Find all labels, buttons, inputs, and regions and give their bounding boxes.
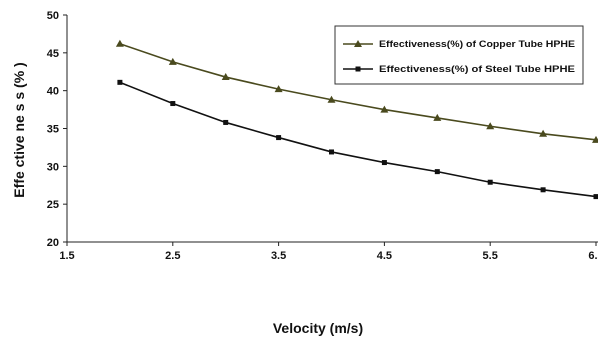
y-axis-ticks: 20 25 30 35 40 45 50 [47,10,67,249]
data-point [170,101,176,107]
y-tick-label: 45 [47,48,59,60]
x-tick-label: 6.5 [588,250,598,262]
data-point [168,57,177,65]
data-point [380,105,389,113]
y-tick-label: 40 [47,86,59,98]
x-tick-label: 1.5 [59,250,74,262]
data-point [274,85,283,93]
x-tick-label: 2.5 [165,250,180,262]
legend-box [334,25,584,85]
data-point [276,135,282,141]
data-point [115,39,124,47]
y-tick-label: 30 [47,161,59,173]
data-point [327,95,336,103]
legend-label: Effectiveness(%) of Copper Tube HPHE [379,39,575,49]
legend-item: Effectiveness(%) of Steel Tube HPHE [343,64,575,74]
y-axis-title: Effe ctive ne s s (% ) [11,62,27,197]
series-line [119,42,597,141]
legend-label: Effectiveness(%) of Steel Tube HPHE [379,64,575,74]
data-point [381,160,387,166]
series-line [119,81,597,198]
data-point [433,113,442,121]
data-point [486,122,495,130]
series-layer [115,39,598,200]
data-point [329,149,334,155]
data-point [540,187,546,193]
data-point [221,73,230,81]
y-tick-label: 50 [47,10,59,22]
legend-items: Effectiveness(%) of Copper Tube HPHE Effe… [343,39,575,74]
data-point [539,129,548,137]
y-tick-label: 25 [47,199,59,211]
legend-swatch-marker [355,66,361,72]
legend-swatch-marker [354,40,362,47]
x-axis-ticks: 1.5 2.5 3.5 4.5 5.5 6.5 [59,242,598,262]
y-tick-label: 35 [47,124,59,136]
x-tick-label: 3.5 [271,250,286,262]
y-tick-label: 20 [47,237,59,249]
series-1 [115,39,598,143]
legend: Effectiveness(%) of Copper Tube HPHE Effe… [334,25,584,85]
series-2 [117,79,598,200]
data-point [223,119,229,125]
data-point [117,79,123,85]
x-tick-label: 4.5 [377,250,392,262]
legend-item: Effectiveness(%) of Copper Tube HPHE [343,39,575,49]
x-axis-title: Velocity (m/s) [273,320,363,336]
data-point [592,135,598,143]
data-point [434,169,440,175]
x-tick-label: 5.5 [483,250,498,262]
data-point [487,179,493,185]
data-point [593,194,598,200]
